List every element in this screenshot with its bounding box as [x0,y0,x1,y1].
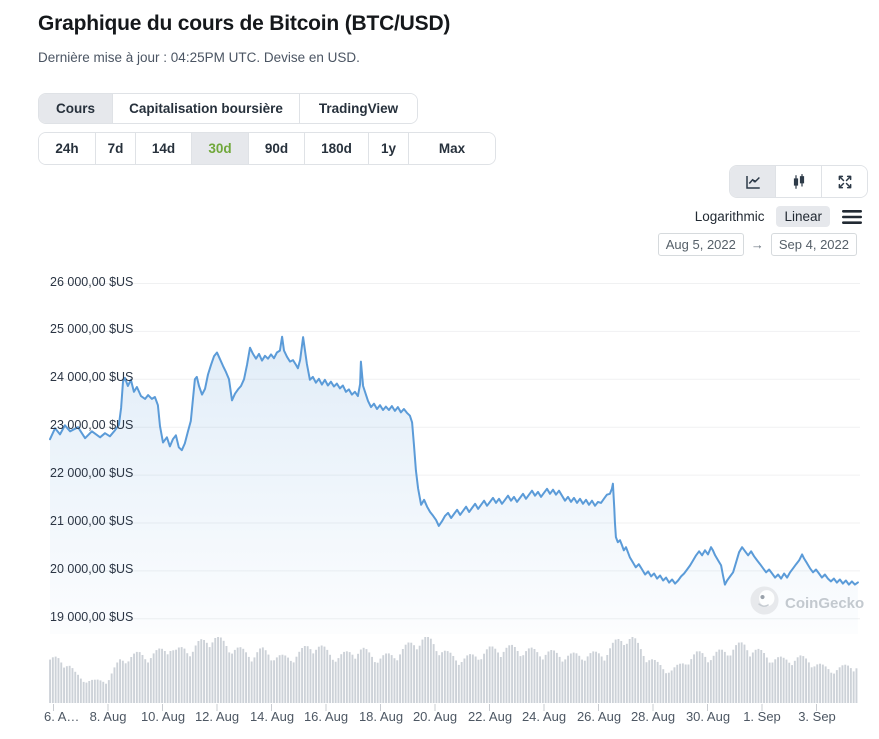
date-range-picker: Aug 5, 2022 → Sep 4, 2022 [657,233,857,256]
date-to-input[interactable]: Sep 4, 2022 [770,233,857,256]
range-90d[interactable]: 90d [249,133,305,164]
scale-toggle: Logarithmic Linear [695,206,862,227]
candlestick-icon[interactable] [776,166,822,197]
scale-linear[interactable]: Linear [776,206,830,227]
scale-logarithmic[interactable]: Logarithmic [694,209,765,224]
tab-tradingview[interactable]: TradingView [300,94,417,123]
tab-price[interactable]: Cours [39,94,113,123]
fullscreen-icon[interactable] [822,166,867,197]
range-7d[interactable]: 7d [96,133,136,164]
chart-tabs: Cours Capitalisation boursière TradingVi… [38,93,418,124]
last-updated-note: Dernière mise à jour : 04:25PM UTC. Devi… [38,50,360,65]
date-from-input[interactable]: Aug 5, 2022 [657,233,744,256]
line-chart-icon[interactable] [730,166,776,197]
range-30d[interactable]: 30d [192,133,249,164]
page-title: Graphique du cours de Bitcoin (BTC/USD) [38,12,451,35]
chart-type-switcher [729,165,868,198]
range-selector: 24h 7d 14d 30d 90d 180d 1y Max [38,132,496,165]
range-max[interactable]: Max [409,133,495,164]
range-14d[interactable]: 14d [136,133,192,164]
range-1y[interactable]: 1y [369,133,409,164]
range-180d[interactable]: 180d [305,133,369,164]
range-24h[interactable]: 24h [39,133,96,164]
tab-market-cap[interactable]: Capitalisation boursière [113,94,300,123]
hamburger-menu-icon[interactable] [842,209,862,225]
arrow-right-icon: → [750,237,764,252]
